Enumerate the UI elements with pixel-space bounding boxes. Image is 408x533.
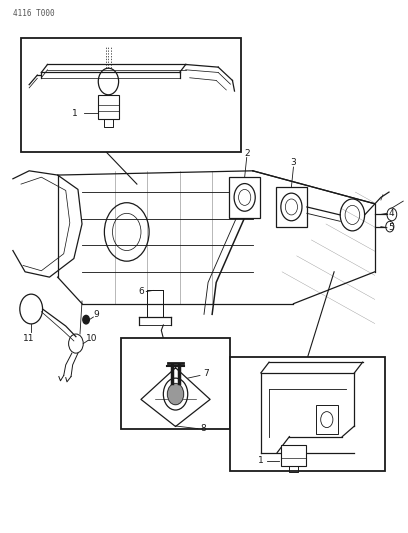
- Text: 1: 1: [72, 109, 78, 118]
- Text: 9: 9: [93, 310, 99, 319]
- Text: 11: 11: [23, 334, 35, 343]
- Text: 3: 3: [290, 158, 296, 167]
- Text: 8: 8: [201, 424, 206, 433]
- Text: 1: 1: [258, 456, 264, 465]
- Bar: [281, 445, 306, 466]
- Bar: [21, 38, 241, 152]
- Text: 5: 5: [388, 223, 394, 232]
- Bar: [229, 177, 260, 217]
- Circle shape: [167, 383, 184, 405]
- Text: 6: 6: [138, 287, 144, 296]
- Text: 7: 7: [203, 369, 209, 378]
- Bar: [121, 338, 231, 429]
- Bar: [276, 187, 307, 227]
- Text: 4116 T000: 4116 T000: [13, 9, 55, 18]
- Bar: [231, 357, 385, 471]
- Text: 4: 4: [388, 209, 394, 218]
- Text: 2: 2: [244, 149, 250, 158]
- Text: 10: 10: [86, 334, 98, 343]
- Circle shape: [83, 316, 89, 324]
- Bar: [316, 405, 338, 434]
- Bar: [98, 95, 119, 119]
